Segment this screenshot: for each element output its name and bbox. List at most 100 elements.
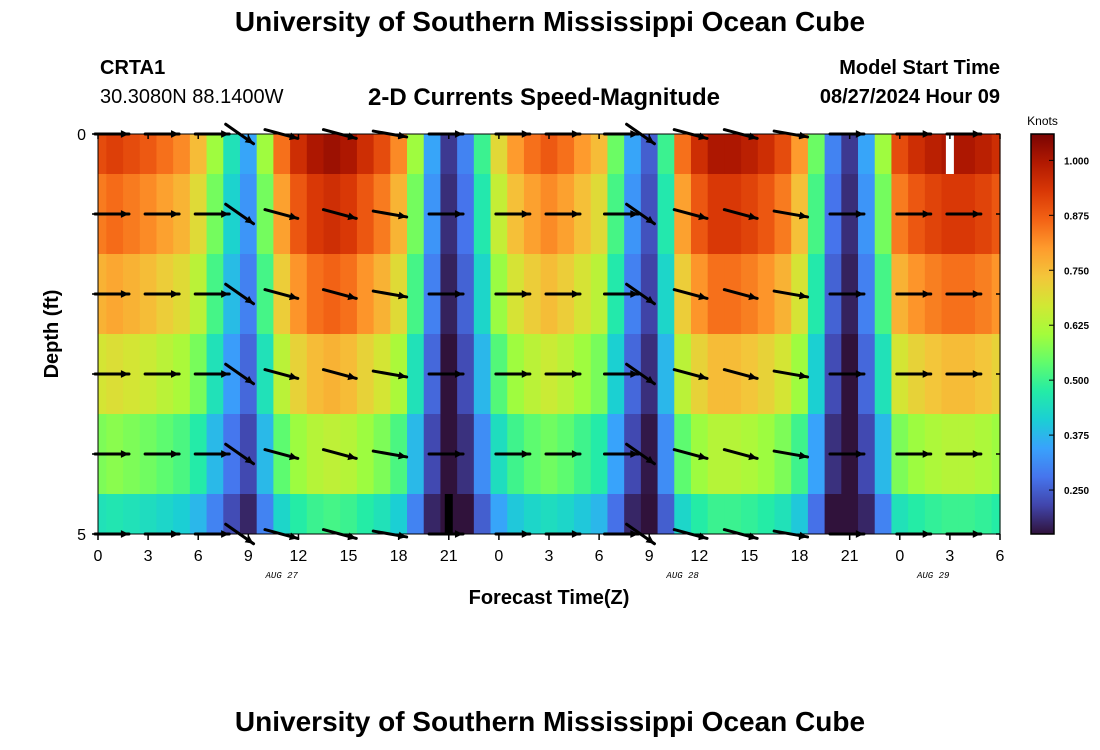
vector-arrowhead [521, 210, 530, 218]
vector-arrowhead [347, 452, 357, 461]
heatmap-cell [173, 254, 191, 334]
heatmap-cell [173, 414, 191, 494]
heatmap-cell [473, 254, 492, 334]
heatmap-cell [690, 174, 709, 254]
vector-arrowhead [571, 370, 580, 378]
heatmap-cell [741, 174, 759, 254]
current-vector [93, 450, 131, 458]
heatmap-cell [741, 334, 759, 414]
heatmap-cell [974, 334, 993, 414]
heatmap-cell [674, 334, 692, 414]
heatmap-cell [523, 174, 542, 254]
current-vector [371, 209, 409, 220]
vector-arrowhead [922, 210, 931, 218]
current-vector [722, 368, 759, 381]
current-vector [321, 208, 358, 221]
heatmap-cell [523, 414, 542, 494]
heatmap-cell [590, 174, 609, 254]
vector-arrowhead [571, 210, 580, 218]
heatmap-cell [407, 254, 425, 334]
heatmap-cell [206, 494, 224, 534]
current-vector [544, 210, 582, 218]
colorbar-tick-label: 0.500 [1064, 376, 1089, 387]
heatmap-cell [807, 414, 826, 494]
vector-arrowhead [855, 210, 864, 218]
heatmap-cell [657, 334, 675, 414]
vector-arrowhead [645, 215, 655, 224]
vector-arrowhead [855, 290, 864, 298]
heatmap-cell [841, 134, 859, 174]
heatmap-cell [457, 254, 475, 334]
heatmap-cell [173, 174, 191, 254]
heatmap-cell [807, 134, 826, 174]
vector-arrowhead [922, 370, 931, 378]
heatmap-cell [707, 174, 725, 254]
current-vector [602, 370, 640, 378]
heatmap-cell [724, 334, 742, 414]
x-tick-label: 12 [690, 548, 708, 565]
heatmap-cell [407, 414, 425, 494]
current-vector [93, 370, 131, 378]
current-vector [828, 290, 866, 298]
heatmap-cell [306, 334, 325, 414]
heatmap-cell [523, 334, 542, 414]
vector-arrowhead [221, 450, 230, 458]
heatmap-cell [473, 134, 492, 174]
heatmap-cell [273, 494, 291, 534]
current-vector [427, 290, 465, 298]
vector-arrowhead [171, 450, 180, 458]
heatmap-cell [173, 494, 191, 534]
heatmap-cell [807, 254, 826, 334]
heatmap-cell [407, 134, 425, 174]
current-vector [625, 282, 656, 306]
heatmap-cell [640, 494, 659, 534]
x-tick-label: 9 [244, 548, 253, 565]
heatmap-cell [707, 334, 725, 414]
vector-arrowhead [244, 295, 254, 304]
heatmap-cell [356, 134, 375, 174]
heatmap-cell [340, 414, 358, 494]
current-vector [895, 290, 933, 298]
heatmap-cell [490, 494, 508, 534]
heatmap-cell [239, 254, 258, 334]
heatmap-cell [457, 334, 475, 414]
vector-arrowhead [398, 371, 407, 380]
heatmap-cell [223, 174, 241, 254]
heatmap-cell [908, 134, 926, 174]
heatmap-cell [924, 334, 943, 414]
vector-arrowhead [244, 135, 254, 144]
heatmap-cell [974, 174, 993, 254]
heatmap-cell [924, 414, 943, 494]
heatmap-cell [924, 254, 943, 334]
heatmap-cell [640, 414, 659, 494]
vector-arrowhead [748, 452, 758, 461]
current-vector [224, 362, 256, 386]
heatmap-cell [607, 134, 625, 174]
heatmap-cell [323, 174, 341, 254]
data-gap-mark [945, 134, 954, 174]
vector-arrowhead [347, 212, 357, 221]
current-vector [722, 208, 759, 221]
heatmap-cell [724, 414, 742, 494]
heatmap-cell [239, 494, 258, 534]
current-vector [143, 370, 181, 378]
heatmap-cell [791, 134, 809, 174]
current-vector [544, 290, 582, 298]
heatmap-cell [223, 414, 241, 494]
heatmap-cell [390, 334, 408, 414]
heatmap-cell [690, 254, 709, 334]
current-vector [93, 210, 131, 218]
heatmap-cell [323, 334, 341, 414]
current-vector [772, 369, 810, 380]
current-vector [828, 210, 866, 218]
current-vector [945, 210, 983, 218]
plot-title: 2-D Currents Speed-Magnitude [368, 84, 721, 111]
heatmap-cell [139, 134, 158, 174]
vector-arrowhead [288, 292, 298, 301]
vector-arrowhead [244, 215, 254, 224]
vector-arrowhead [120, 290, 129, 298]
vector-arrowhead [221, 290, 230, 298]
heatmap-cell [674, 254, 692, 334]
heatmap-cell [791, 414, 809, 494]
